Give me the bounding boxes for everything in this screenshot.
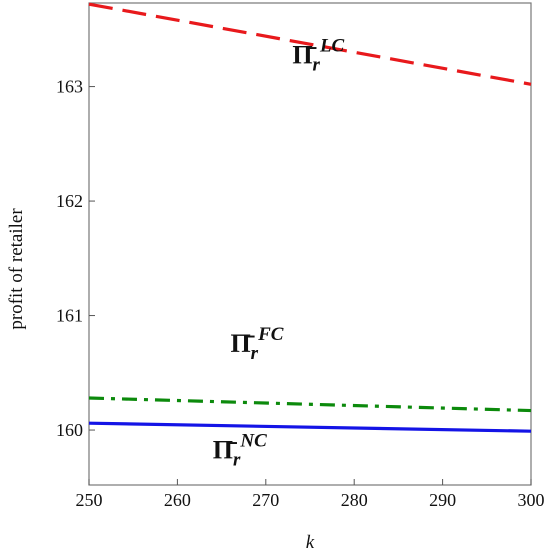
series-line-fc [88, 396, 532, 413]
series-label-lc: Π̄rLC [292, 36, 344, 76]
x-tick-label: 290 [429, 490, 456, 510]
y-tick-label: 163 [56, 77, 83, 97]
x-tick-label: 300 [518, 490, 545, 510]
x-tick-label: 270 [252, 490, 279, 510]
axis-ticks: 250 260 270 280 290 300 160 161 162 163 [56, 77, 545, 510]
series-label-fc: Π̄rFC [230, 324, 283, 364]
y-tick-label: 161 [56, 306, 83, 326]
plot-frame [88, 2, 532, 486]
series-line-nc [88, 421, 532, 433]
series-label-nc: Π̄rNC [213, 431, 267, 471]
series-line-lc [88, 2, 532, 86]
series-labels: Π̄rLC Π̄rFC Π̄rNC [213, 36, 345, 471]
series-lines [88, 2, 532, 433]
x-tick-label: 280 [341, 490, 368, 510]
y-axis-title: profit of retailer [6, 208, 27, 330]
x-axis-title: k [306, 532, 315, 553]
x-tick-label: 250 [76, 490, 103, 510]
x-tick-label: 260 [164, 490, 191, 510]
y-tick-label: 162 [56, 191, 83, 211]
y-tick-label: 160 [56, 420, 83, 440]
